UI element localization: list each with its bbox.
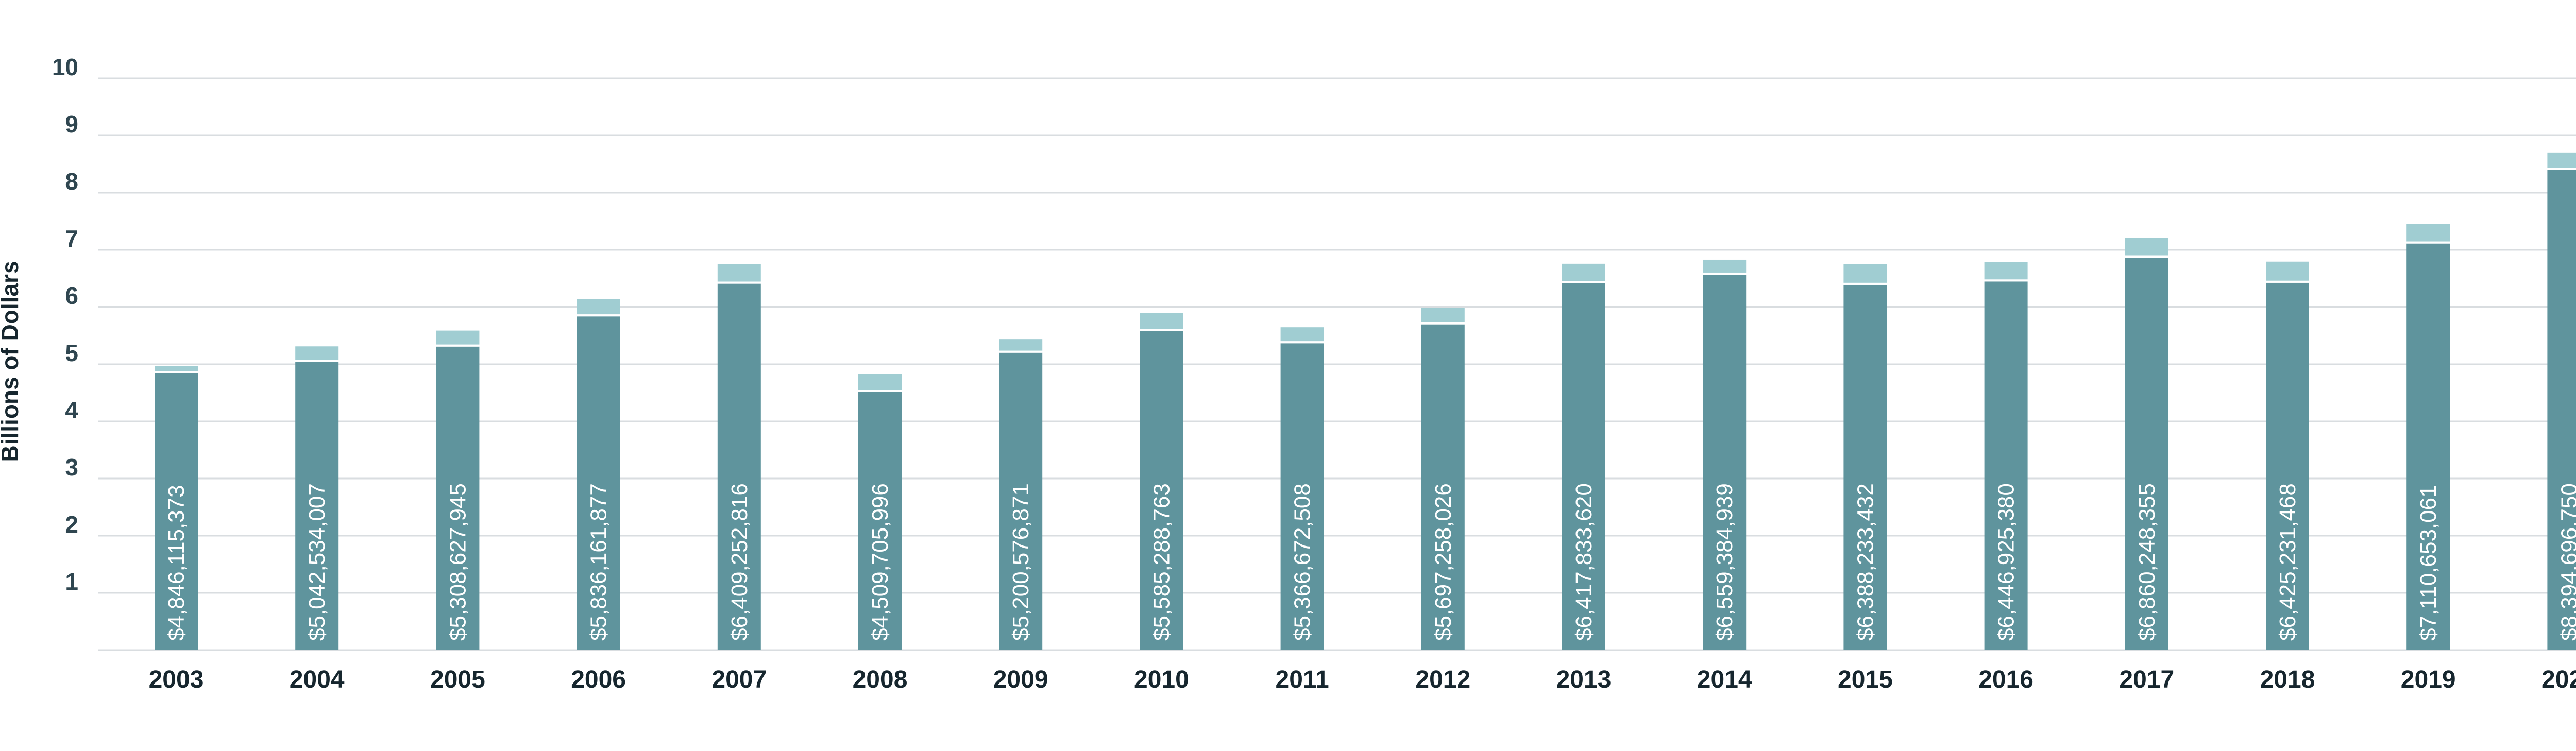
bar-value-label: $6,388,233,432: [1853, 483, 1878, 641]
bar-value-label: $4,846,115,373: [164, 485, 189, 641]
x-tick-label: 2010: [1134, 666, 1189, 693]
bar-segment: [1843, 284, 1887, 650]
bar-segment-top: [1280, 327, 1324, 342]
bar-segment: [858, 392, 902, 650]
x-tick-label: 2008: [853, 666, 908, 693]
bar-segment: [155, 373, 198, 650]
bar-segment: [1421, 324, 1465, 650]
bar-value-label: $5,366,672,508: [1290, 483, 1315, 641]
bar-value-label: $6,409,252,816: [727, 483, 752, 641]
x-tick-label: 2017: [2119, 666, 2174, 693]
x-tick-label: 2007: [711, 666, 767, 693]
y-tick-label: 1: [65, 568, 78, 595]
x-tick-label: 2012: [1415, 666, 1470, 693]
bar-segment-top: [2547, 152, 2576, 168]
bar-segment: [1280, 343, 1324, 650]
y-tick-label: 10: [52, 54, 78, 80]
bar-value-label: $6,559,384,939: [1712, 483, 1737, 641]
bar-segment-top: [999, 339, 1043, 351]
bar-segment-top: [155, 366, 198, 371]
grid-layer: [98, 77, 2576, 651]
bar-segment: [1562, 283, 1605, 650]
bar-segment-top: [2266, 261, 2309, 281]
bar-segment: [999, 352, 1043, 650]
x-tick-label: 2014: [1697, 666, 1752, 693]
bar-value-label: $7,110,653,061: [2416, 485, 2441, 641]
bar-segment-top: [577, 299, 620, 315]
bar-segment-top: [2406, 224, 2450, 242]
bar-value-label: $6,446,925,380: [1994, 483, 2019, 641]
bar-segment-top: [1843, 264, 1887, 283]
x-tick-label: 2016: [1978, 666, 2033, 693]
y-tick-label: 8: [65, 168, 78, 195]
x-tick-label: 2006: [571, 666, 626, 693]
x-tick-label: 2009: [993, 666, 1048, 693]
bar-segment: [436, 346, 480, 650]
bar-segment-top: [1421, 308, 1465, 322]
y-tick-label: 2: [65, 511, 78, 538]
bar-value-label: $5,308,627,945: [445, 483, 470, 641]
y-tick-label: 3: [65, 454, 78, 481]
bar-segment: [295, 362, 339, 650]
bar-value-label: $6,417,833,620: [1571, 483, 1597, 641]
x-tick-label: 2015: [1838, 666, 1893, 693]
label-layer: $4,846,115,373 $5,042,534,007 $5,308,627,9…: [164, 483, 2576, 641]
axis-layer: Billions of Dollars 1 2 3 4 5 6 7 8 9 10 2003 2004 2…: [0, 54, 2576, 693]
bar-segment: [2125, 258, 2168, 650]
bar-value-label: $5,585,288,763: [1149, 483, 1174, 641]
y-tick-label: 7: [65, 225, 78, 252]
bar-segment-top: [1140, 313, 1183, 329]
bar-segment-top: [436, 330, 480, 345]
x-tick-label: 2019: [2401, 666, 2456, 693]
bar-value-label: $5,042,534,007: [304, 483, 330, 641]
bar-segment-top: [2125, 238, 2168, 256]
bar-value-label: $5,836,161,877: [586, 483, 612, 641]
bar-segment-top: [1562, 263, 1605, 281]
bar-segment: [1984, 281, 2028, 650]
bar-segment: [2266, 282, 2309, 650]
x-tick-label: 2013: [1556, 666, 1612, 693]
y-tick-label: 6: [65, 282, 78, 309]
bar-value-label: $5,697,258,026: [1431, 483, 1456, 641]
y-tick-label: 9: [65, 111, 78, 138]
bar-segment-top: [1703, 259, 1747, 273]
bar-segment: [1140, 331, 1183, 650]
bar-segment-top: [717, 264, 761, 282]
x-tick-label: 2003: [149, 666, 204, 693]
x-tick-label: 2004: [290, 666, 345, 693]
x-tick-label: 2005: [430, 666, 485, 693]
x-tick-label: 2020: [2541, 666, 2576, 693]
bar-value-label: $8,394,696,750: [2556, 483, 2576, 641]
bar-segment-top: [858, 374, 902, 390]
x-tick-label: 2011: [1276, 666, 1329, 693]
y-tick-label: 4: [65, 397, 78, 423]
bar-segment-top: [295, 346, 339, 360]
bar-value-label: $4,509,705,996: [868, 483, 893, 641]
bar-segment: [2406, 243, 2450, 651]
bar-layer: [155, 152, 2576, 651]
bar-value-label: $5,200,576,871: [1008, 483, 1033, 641]
bar-segment: [1703, 275, 1747, 650]
y-tick-label: 5: [65, 339, 78, 366]
bar-segment: [2547, 170, 2576, 650]
bar-segment-top: [1984, 262, 2028, 280]
x-tick-label: 2018: [2260, 666, 2315, 693]
bar-value-label: $6,860,248,355: [2134, 483, 2160, 641]
bar-segment: [717, 283, 761, 650]
bar-segment: [577, 316, 620, 650]
y-axis-title: Billions of Dollars: [0, 261, 23, 462]
bar-value-label: $6,425,231,468: [2275, 483, 2300, 641]
